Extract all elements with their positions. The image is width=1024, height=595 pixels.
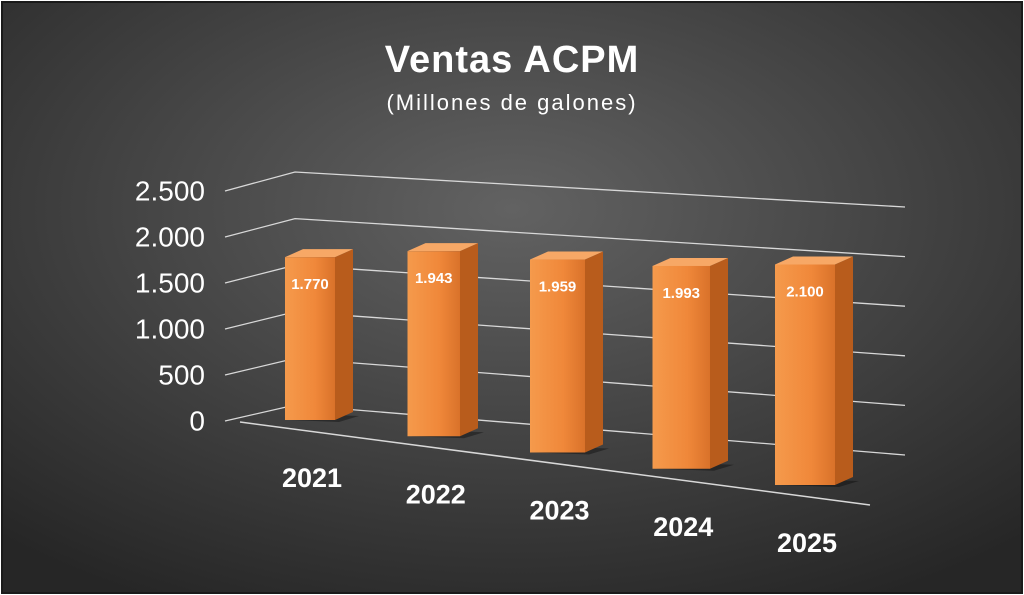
y-tick-label: 0 [189, 405, 205, 436]
x-tick-label: 2021 [282, 463, 342, 493]
data-label: 1.943 [415, 270, 453, 287]
data-label: 2.100 [786, 283, 824, 300]
bar-side [710, 257, 728, 469]
bar-side [335, 249, 353, 420]
data-label: 1.770 [291, 276, 329, 293]
chart-title: Ventas ACPM [385, 39, 640, 81]
bar-front [530, 259, 585, 453]
bar-side [585, 251, 603, 453]
bar [530, 251, 609, 455]
x-tick-label: 2025 [777, 528, 837, 558]
bar-top [407, 243, 478, 252]
bar-front [285, 257, 335, 420]
bar-front [652, 265, 710, 469]
y-tick-label: 2.500 [135, 175, 205, 206]
bar-front [407, 251, 460, 437]
floor-edge [239, 421, 871, 506]
bar-side [460, 243, 478, 437]
x-tick-label: 2022 [406, 479, 466, 509]
y-tick-label: 1.500 [135, 267, 205, 298]
x-tick-label: 2024 [653, 512, 713, 542]
bar-top [285, 249, 353, 258]
y-tick-label: 2.000 [135, 221, 205, 252]
grid-line [224, 217, 906, 258]
bar-side [835, 256, 853, 485]
bar-top [775, 256, 853, 265]
x-tick-label: 2023 [529, 496, 589, 526]
chart-subtitle: (Millones de galones) [386, 90, 637, 115]
bar-front [775, 264, 835, 485]
bar [285, 249, 359, 422]
bar [652, 257, 734, 471]
grid-line [224, 171, 906, 208]
y-tick-label: 1.000 [135, 313, 205, 344]
bar [775, 256, 859, 487]
bar-top [530, 251, 603, 260]
y-tick-label: 500 [158, 359, 205, 390]
bar-top [652, 257, 728, 266]
bar [407, 243, 484, 439]
data-label: 1.993 [662, 285, 700, 302]
data-label: 1.959 [539, 279, 577, 296]
